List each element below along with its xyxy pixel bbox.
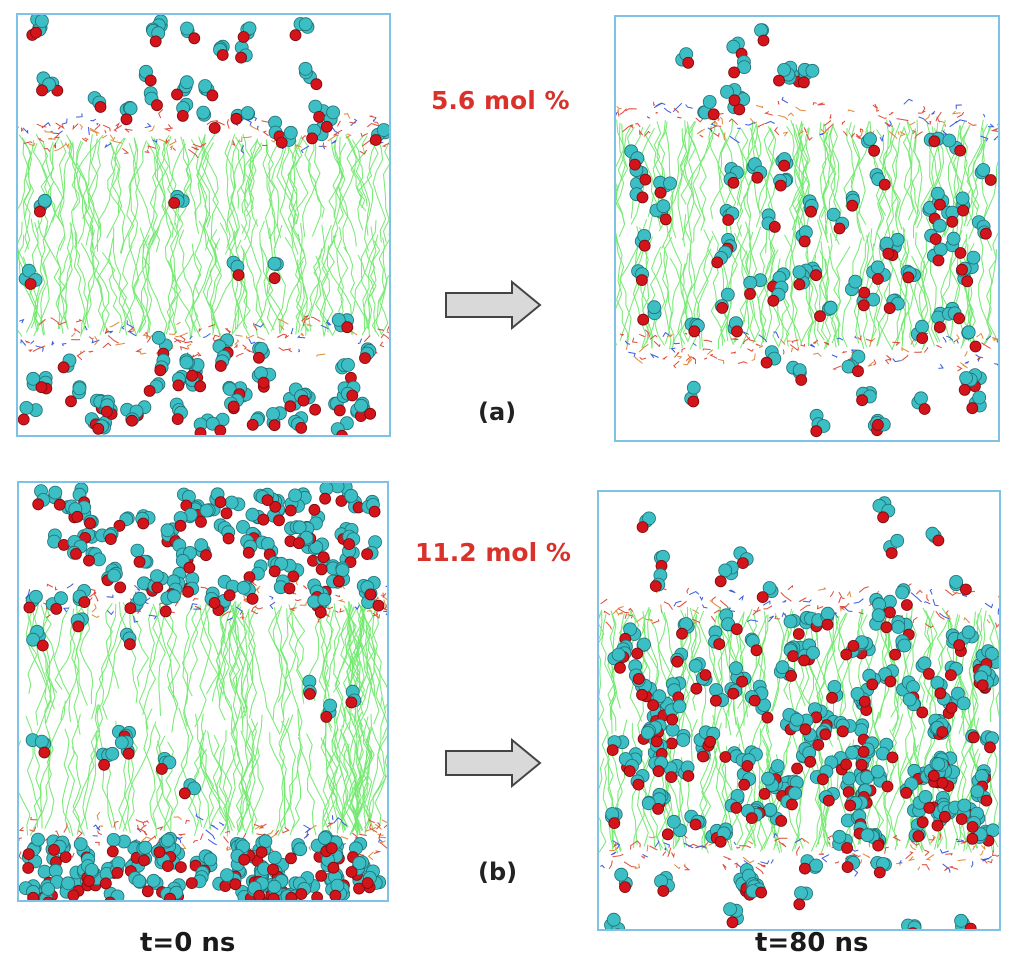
time-label-end: t=80 ns	[755, 928, 869, 958]
solute-molecules	[19, 483, 387, 900]
lipid-tails	[19, 600, 387, 837]
panel-b-t80	[597, 490, 1001, 931]
concentration-label-b: 11.2 mol %	[415, 538, 571, 567]
snapshot-a-t0	[18, 15, 389, 435]
panel-b-t0	[17, 481, 389, 902]
arrow-right-icon-a	[445, 280, 542, 330]
part-label-b: (b)	[478, 858, 518, 886]
part-label-a: (a)	[478, 398, 517, 426]
solute-molecules	[18, 15, 389, 435]
headgroups	[599, 583, 999, 877]
time-label-start: t=0 ns	[140, 928, 236, 958]
snapshot-a-t80	[616, 23, 998, 438]
solute-molecules	[624, 23, 997, 438]
lipid-tails	[18, 133, 389, 338]
snapshot-b-t0	[19, 483, 387, 900]
solute-molecules	[604, 496, 999, 929]
panel-a-t80	[614, 15, 1000, 442]
snapshot-b-t80	[599, 496, 999, 929]
arrow-right-icon-b	[445, 738, 542, 788]
concentration-label-a: 5.6 mol %	[431, 86, 570, 115]
panel-a-t0	[16, 13, 391, 437]
